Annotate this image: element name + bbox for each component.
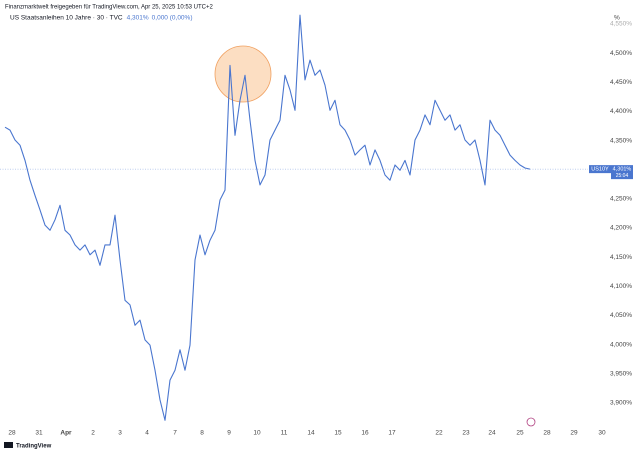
y-tick-label: 4,050% <box>610 312 632 319</box>
x-tick-label: 11 <box>281 430 288 437</box>
y-tick-label: 4,000% <box>610 341 632 348</box>
unit-label: % <box>614 15 620 22</box>
countdown: 25:04 <box>616 173 629 179</box>
y-tick-label: 4,200% <box>610 225 632 232</box>
y-tick-label: 4,100% <box>610 283 632 290</box>
x-tick-label: Apr <box>60 430 72 437</box>
x-tick-label: 29 <box>570 430 578 437</box>
y-tick-label: 4,350% <box>610 137 632 144</box>
x-tick-label: 10 <box>253 430 261 437</box>
brand-logo <box>4 442 13 448</box>
series-name: US Staatsanleihen 10 Jahre · 30 · TVC <box>10 15 123 22</box>
quote-change: 0,000 (0,00%) <box>152 15 193 22</box>
x-tick-label: 22 <box>435 430 443 437</box>
y-tick-label: 4,450% <box>610 79 632 86</box>
x-tick-label: 17 <box>388 430 396 437</box>
x-tick-label: 28 <box>543 430 551 437</box>
x-tick-label: 15 <box>334 430 342 437</box>
x-tick-label: 23 <box>462 430 470 437</box>
x-tick-label: 2 <box>91 430 95 437</box>
y-tick-label: 4,500% <box>610 50 632 57</box>
header: Finanzmarktwelt freigegeben für TradingV… <box>5 5 214 11</box>
x-tick-label: 28 <box>8 430 16 437</box>
y-tick-label: 3,900% <box>610 400 632 407</box>
y-tick-label: 4,250% <box>610 196 632 203</box>
symbol-tag: US10Y <box>591 167 609 173</box>
price-tag-bg <box>611 165 633 180</box>
event-icon <box>526 417 536 427</box>
x-tick-label: 9 <box>227 430 231 437</box>
x-tick-label: 8 <box>200 430 204 437</box>
y-tick-label: 3,950% <box>610 370 632 377</box>
x-tick-label: 24 <box>488 430 496 437</box>
x-tick-label: 16 <box>361 430 369 437</box>
y-tick-label: 4,150% <box>610 254 632 261</box>
y-tick-label: 4,400% <box>610 108 632 115</box>
x-tick-label: 31 <box>35 430 43 437</box>
brand: TradingView <box>16 444 52 450</box>
x-tick-label: 7 <box>173 430 177 437</box>
y-tick-label: 4,550% <box>610 21 632 28</box>
x-tick-label: 25 <box>516 430 524 437</box>
highlight-circle <box>214 45 272 103</box>
x-tick-label: 4 <box>145 430 149 437</box>
symbol-tag-bg <box>589 165 611 174</box>
price-tag: 4,301% <box>613 167 632 173</box>
quote-last: 4,301% <box>127 15 149 22</box>
price-line <box>4 14 531 421</box>
x-tick-label: 30 <box>598 430 606 437</box>
x-tick-label: 3 <box>118 430 122 437</box>
x-tick-label: 14 <box>307 430 315 437</box>
